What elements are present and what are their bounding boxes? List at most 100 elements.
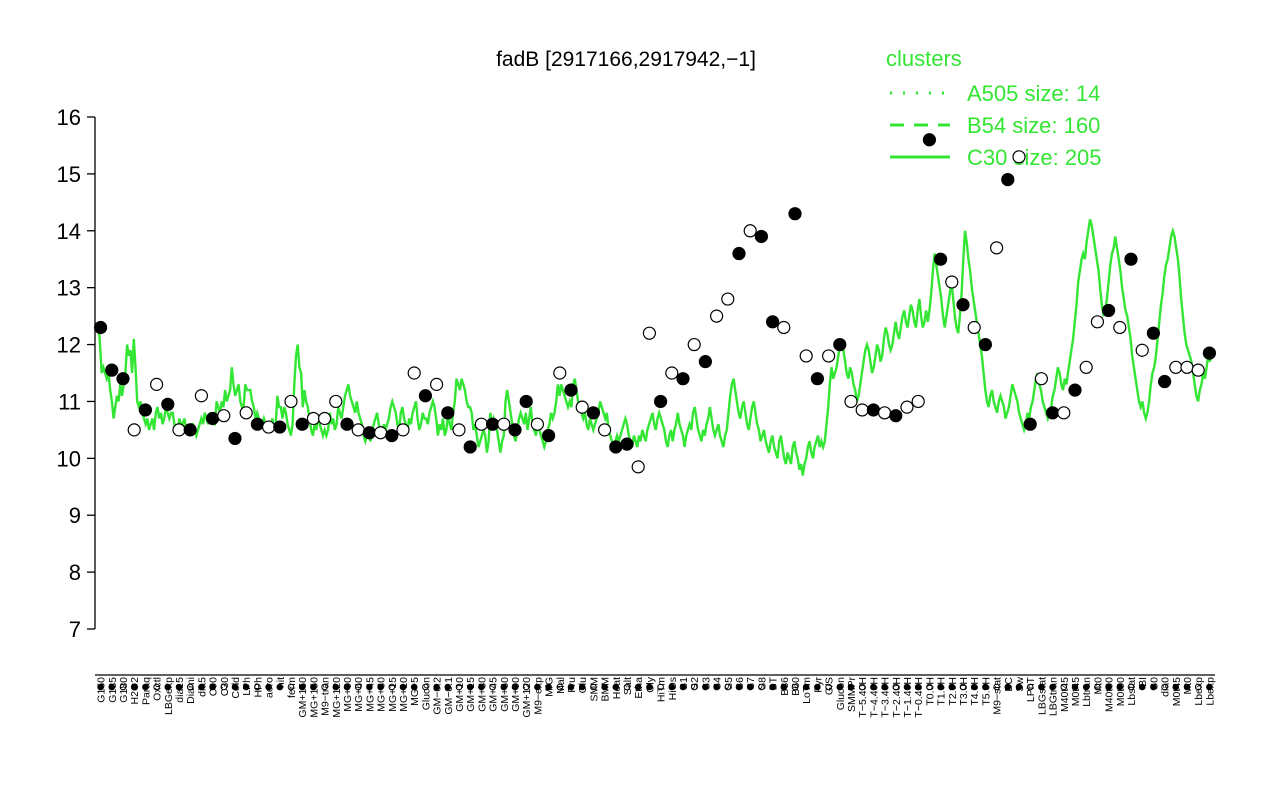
x-tick-marker xyxy=(366,683,373,691)
x-tick-marker xyxy=(970,683,978,691)
data-point xyxy=(452,423,466,437)
x-tick-marker xyxy=(623,683,631,691)
x-tick-marker xyxy=(298,683,306,691)
x-tick-marker xyxy=(242,683,250,691)
x-tick-marker xyxy=(668,683,676,691)
x-tick-marker xyxy=(780,683,788,691)
data-point xyxy=(687,337,701,352)
data-point xyxy=(1169,360,1183,374)
x-tick-label: MG+10 xyxy=(398,677,410,712)
data-point xyxy=(474,417,488,431)
data-point xyxy=(396,423,410,437)
data-point xyxy=(631,460,645,474)
legend-label: B54 size: 160 xyxy=(967,113,1100,138)
data-point xyxy=(1012,150,1026,164)
x-tick-marker xyxy=(142,683,149,691)
x-tick-label: M9−stat xyxy=(992,677,1004,715)
series-lines xyxy=(97,219,1213,476)
x-tick-marker xyxy=(679,683,687,691)
x-tick-marker xyxy=(287,683,295,691)
x-tick-marker xyxy=(769,683,776,691)
data-point xyxy=(1124,252,1138,266)
x-tick-label: MG+30 xyxy=(376,677,388,712)
x-tick-marker xyxy=(556,683,564,691)
x-tick-marker xyxy=(310,683,317,691)
x-tick-label: Glucon xyxy=(835,677,847,710)
data-point xyxy=(161,397,175,411)
x-tick-label: B60 xyxy=(790,677,802,696)
y-tick-label: 7 xyxy=(69,617,81,642)
data-point xyxy=(530,417,545,431)
x-tick-marker xyxy=(97,683,104,691)
x-tick-label: C30 xyxy=(219,677,231,696)
x-tick-label: Salt xyxy=(622,677,634,695)
x-tick-marker xyxy=(1082,683,1090,691)
data-point xyxy=(721,292,735,306)
x-tick-marker xyxy=(377,683,384,691)
x-tick-marker xyxy=(791,683,799,691)
x-tick-marker xyxy=(186,683,194,691)
x-tick-marker xyxy=(1026,683,1034,691)
x-tick-label: GM+90 xyxy=(510,677,522,712)
x-tick-label: Lbstat xyxy=(1126,677,1138,706)
x-tick-label: BMM xyxy=(600,677,612,702)
data-point xyxy=(228,431,242,446)
x-tick-marker xyxy=(534,683,541,691)
y-tick-label: 11 xyxy=(58,389,81,414)
data-point xyxy=(1079,360,1093,374)
x-tick-marker xyxy=(1206,683,1213,691)
x-tick-label: S0 xyxy=(1148,677,1160,690)
x-tick-label: HiTm xyxy=(656,677,668,702)
data-point xyxy=(553,366,567,380)
x-tick-marker xyxy=(522,683,530,691)
x-tick-marker xyxy=(545,683,552,691)
x-tick-label: T4.0H xyxy=(969,677,981,706)
x-tick-label: BI xyxy=(1137,677,1149,687)
data-point xyxy=(911,394,925,409)
x-tick-label: Cold xyxy=(230,677,242,699)
x-tick-label: G135 xyxy=(107,677,119,703)
data-point xyxy=(374,426,388,440)
x-tick-marker xyxy=(209,683,216,691)
x-tick-marker xyxy=(590,683,597,691)
x-tick-label: GM+15 xyxy=(465,677,477,712)
x-tick-marker xyxy=(802,683,810,691)
x-tick-marker xyxy=(388,683,396,691)
data-point xyxy=(575,400,589,414)
x-tick-marker xyxy=(870,683,877,691)
data-point xyxy=(1191,363,1205,377)
data-point xyxy=(810,372,825,386)
data-point xyxy=(273,420,287,434)
x-tick-marker xyxy=(410,683,418,691)
x-tick-label: S4 xyxy=(712,677,724,690)
x-tick-label: Lbtran xyxy=(1081,677,1093,707)
x-tick-marker xyxy=(1150,683,1157,691)
x-tick-marker xyxy=(489,683,496,691)
x-tick-marker xyxy=(220,683,228,691)
x-tick-label: T−4.40H xyxy=(868,677,880,718)
data-point xyxy=(978,337,993,352)
x-tick-label: GM+10 xyxy=(454,677,466,712)
x-tick-label: SMMPr xyxy=(846,677,858,713)
x-tick-marker xyxy=(478,683,485,691)
x-tick-label: S8 xyxy=(756,677,768,690)
data-point xyxy=(194,389,208,403)
x-tick-label: HPh xyxy=(252,677,264,698)
x-tick-label: T−3.40H xyxy=(880,677,892,718)
x-tick-label: GM−0.1 xyxy=(443,677,455,715)
x-tick-marker xyxy=(814,683,821,691)
data-point xyxy=(1057,406,1071,420)
data-point xyxy=(351,423,365,437)
x-tick-marker xyxy=(511,683,519,691)
x-tick-marker xyxy=(612,683,620,691)
data-point xyxy=(306,411,320,426)
data-point xyxy=(541,428,556,443)
data-points xyxy=(93,133,1217,474)
x-tick-marker xyxy=(567,683,575,691)
x-tick-label: LPhT xyxy=(1025,676,1037,702)
x-tick-label: G180 xyxy=(118,677,130,703)
data-point xyxy=(1202,346,1217,360)
x-tick-marker xyxy=(1004,683,1012,691)
y-tick-label: 12 xyxy=(57,333,81,358)
data-point xyxy=(463,440,477,454)
